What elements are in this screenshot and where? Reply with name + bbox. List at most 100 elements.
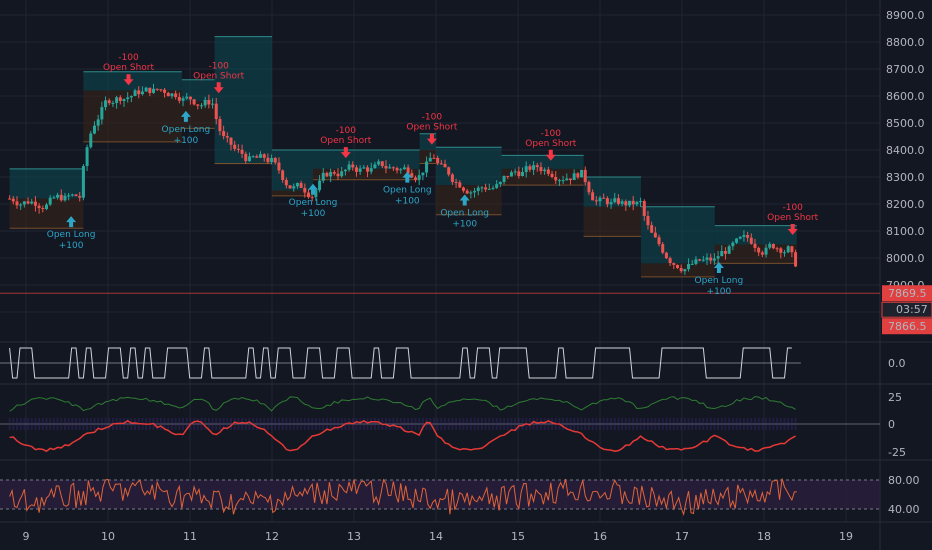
- candle-body: [111, 103, 115, 105]
- rsi-tick-label: 80.00: [888, 474, 920, 487]
- osc2-histogram-bar: [230, 418, 232, 430]
- osc2-histogram-bar: [392, 418, 395, 430]
- candle-body: [484, 187, 488, 190]
- osc2-histogram-bar: [130, 418, 133, 430]
- candle-body: [775, 248, 779, 250]
- osc2-histogram-bar: [266, 418, 269, 430]
- candle-body: [354, 167, 358, 172]
- osc2-histogram-bar: [97, 418, 100, 430]
- candle-body: [399, 169, 403, 171]
- candle-body: [550, 173, 554, 178]
- candle-body: [425, 161, 429, 173]
- candle-body: [450, 174, 454, 182]
- osc2-histogram-bar: [499, 418, 502, 430]
- candle-body: [694, 259, 698, 264]
- candle-body: [764, 247, 768, 255]
- candle-body: [45, 204, 48, 210]
- signal-qty: -100: [118, 53, 139, 63]
- price-tick-label: 8500.0: [886, 117, 925, 130]
- price-tick-label: 8800.0: [886, 36, 925, 49]
- candle-body: [576, 173, 580, 178]
- signal-short: Open Short-100: [193, 61, 245, 94]
- candle-body: [292, 186, 296, 189]
- candle-body: [653, 232, 657, 238]
- candle-body: [661, 244, 665, 253]
- osc2-histogram-bar: [750, 418, 753, 430]
- osc2-histogram-bar: [60, 418, 63, 430]
- osc2-histogram-bar: [355, 418, 358, 430]
- osc2-histogram-bar: [93, 418, 96, 430]
- candle-body: [247, 156, 251, 162]
- signal-long: Open Long+100: [383, 171, 432, 207]
- osc2-histogram-bar: [314, 418, 317, 430]
- signal-long: Open Long+100: [440, 194, 489, 230]
- candle-body: [30, 201, 34, 204]
- candle-body: [26, 201, 30, 204]
- candle-body: [495, 184, 499, 188]
- osc2-histogram-bar: [543, 418, 546, 430]
- signal-long: Open Long+100: [47, 216, 95, 251]
- channel-lower-band: [641, 263, 715, 277]
- candle-body: [631, 200, 635, 205]
- osc2-histogram-bar: [337, 418, 340, 430]
- arrow-down-icon: [340, 147, 351, 159]
- channel-lower-band: [313, 168, 420, 180]
- osc2-histogram-bar: [735, 418, 738, 430]
- signal-qty: -100: [208, 61, 229, 71]
- candle-body: [89, 133, 93, 148]
- arrow-down-icon: [123, 74, 134, 86]
- candle-body: [679, 268, 683, 272]
- osc2-histogram-bar: [665, 418, 668, 430]
- osc2-histogram-bar: [41, 418, 44, 430]
- price-tick-label: 8400.0: [886, 144, 925, 157]
- candle-body: [502, 175, 506, 182]
- osc2-histogram-bar: [573, 418, 576, 430]
- candle-body: [122, 99, 126, 101]
- osc2-histogram-bar: [539, 418, 542, 430]
- candle-body: [735, 238, 739, 243]
- signal-qty: -100: [336, 126, 357, 136]
- candle-body: [742, 235, 746, 237]
- osc2-histogram-bar: [495, 418, 498, 430]
- candle-body: [521, 172, 525, 176]
- candle-body: [672, 263, 676, 265]
- channel-upper-band: [714, 225, 797, 245]
- osc2-histogram-bar: [484, 418, 487, 430]
- candle-body: [436, 157, 440, 164]
- osc2-histogram-bar: [134, 418, 137, 430]
- candle-body: [421, 172, 425, 176]
- candle-body: [137, 90, 141, 95]
- osc2-histogram-bar: [444, 418, 447, 430]
- candle-body: [303, 187, 307, 193]
- candle-body: [81, 165, 85, 198]
- osc2-histogram-bar: [178, 418, 181, 430]
- osc2-histogram-bar: [624, 418, 627, 430]
- osc2-histogram-bar: [370, 418, 373, 430]
- osc2-histogram-bar: [739, 418, 742, 430]
- osc2-histogram-bar: [610, 418, 613, 430]
- candle-body: [513, 171, 517, 173]
- osc2-histogram-bar: [333, 418, 336, 430]
- candle-body: [233, 144, 237, 149]
- candle-body: [543, 169, 547, 172]
- candle-body: [712, 258, 716, 261]
- osc2-histogram-bar: [233, 418, 236, 430]
- candle-body: [790, 246, 794, 253]
- candle-body: [140, 91, 144, 95]
- candle-body: [284, 179, 288, 186]
- candle-body: [635, 202, 639, 205]
- osc2-histogram-bar: [27, 418, 30, 430]
- osc2-histogram-bar: [204, 418, 207, 430]
- candle-body: [196, 104, 200, 106]
- candle-body: [222, 131, 226, 137]
- osc2-histogram-bar: [669, 418, 672, 430]
- candle-body: [690, 263, 694, 265]
- osc2-histogram-bar: [193, 418, 196, 430]
- osc2-histogram-bar: [52, 418, 55, 430]
- osc2-histogram-bar: [650, 418, 653, 430]
- osc2-histogram-bar: [8, 418, 11, 430]
- osc2-histogram-bar: [274, 418, 277, 430]
- candle-body: [609, 202, 613, 205]
- candle-body: [646, 215, 650, 226]
